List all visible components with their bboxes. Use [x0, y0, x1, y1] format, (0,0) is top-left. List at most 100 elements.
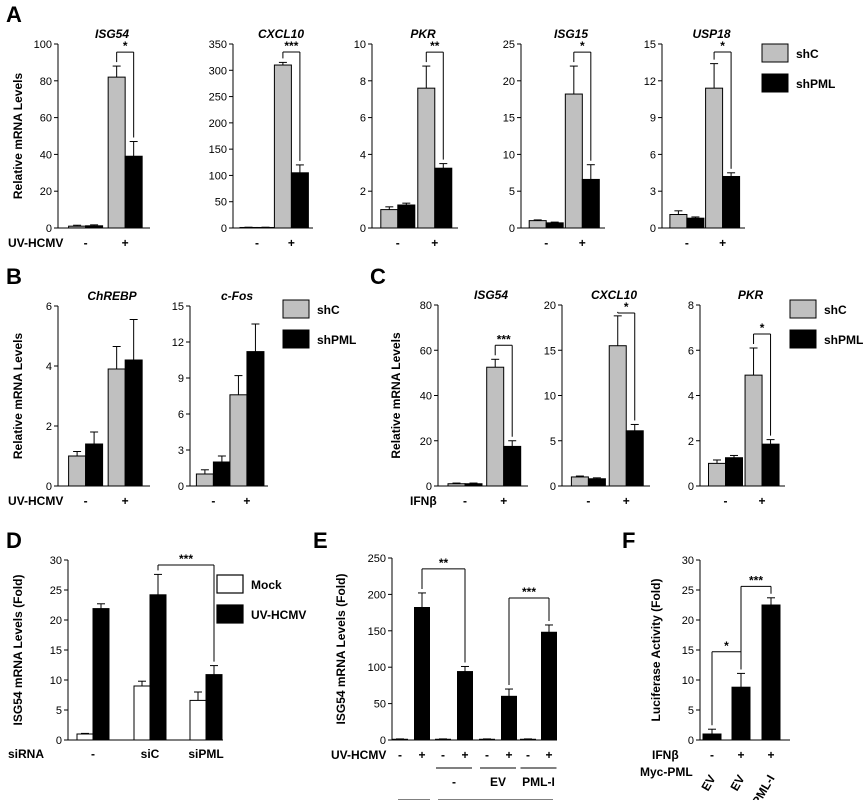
significance-label: *	[624, 300, 629, 314]
condition-sign: +	[288, 236, 295, 250]
significance-label: *	[760, 321, 765, 335]
bar-uv-1	[149, 594, 167, 741]
significance-label: ***	[284, 39, 298, 53]
y-tick-label: 25	[682, 585, 694, 597]
y-tick-label: 9	[650, 113, 656, 125]
panel-title: ISG54	[95, 27, 129, 41]
y-tick-label: 10	[50, 675, 62, 687]
condition-sign: -	[84, 236, 88, 250]
bar-shPML-plus	[722, 175, 741, 229]
y-tick-label: 5	[550, 436, 556, 448]
condition-sign: +	[623, 494, 630, 508]
y-tick-label: 60	[420, 345, 432, 357]
y-tick-label: 100	[368, 662, 386, 674]
y-axis-label: Relative mRNA Levels	[389, 332, 403, 459]
y-tick-label: 5	[688, 705, 694, 717]
y-tick-label: 6	[360, 113, 366, 125]
legend-swatch-mock	[216, 574, 244, 594]
panel-title: CXCL10	[591, 288, 637, 302]
significance-label: ***	[179, 552, 193, 566]
legend-label-shC: shC	[317, 303, 340, 317]
legend-swatch-shC	[282, 299, 310, 319]
condition-sign: +	[500, 494, 507, 508]
panel-title: ChREBP	[87, 289, 137, 303]
condition-label: UV-HCMV	[8, 494, 63, 508]
bar-1	[414, 607, 430, 741]
panel-label: C	[370, 264, 386, 289]
panel-label: B	[6, 264, 22, 289]
y-tick-label: 0	[509, 223, 515, 235]
y-tick-label: 0	[426, 481, 432, 493]
significance-label: ***	[749, 573, 763, 587]
y-tick-label: 30	[682, 555, 694, 567]
legend-label-mock: Mock	[251, 578, 282, 592]
y-axis-label: Luciferase Activity (Fold)	[649, 579, 663, 722]
bar-0	[702, 733, 722, 741]
y-tick-label: 15	[682, 645, 694, 657]
condition-sign: -	[724, 494, 728, 508]
bar-shC-plus	[608, 345, 627, 487]
group-label: -	[91, 747, 95, 761]
bar-shPML-plus	[124, 155, 143, 229]
condition-sign: -	[84, 494, 88, 508]
y-tick-label: 10	[503, 149, 515, 161]
bar-shC-plus	[705, 87, 724, 229]
sublabel: EV	[490, 775, 506, 789]
y-tick-label: 4	[46, 361, 52, 373]
y-tick-label: 6	[46, 301, 52, 313]
y-tick-label: 2	[46, 421, 52, 433]
legend-swatch-shPML	[789, 329, 817, 349]
legend-label-shPML: shPML	[317, 333, 356, 347]
y-axis-label: ISG54 mRNA Levels (Fold)	[334, 574, 348, 725]
bar-shC-minus	[528, 220, 547, 229]
y-axis-label: Relative mRNA Levels	[11, 73, 25, 200]
bar-uv-0	[92, 608, 110, 741]
y-tick-label: 3	[650, 186, 656, 198]
y-tick-label: 350	[209, 39, 227, 51]
panel-title: CXCL10	[258, 27, 304, 41]
y-tick-label: 0	[650, 223, 656, 235]
bar-shPML-minus	[545, 222, 564, 229]
condition-sign: -	[485, 748, 489, 762]
bar-shPML-plus	[625, 430, 644, 487]
bar-shPML-minus	[686, 217, 705, 229]
row-label-myc: Myc-PML	[640, 765, 693, 779]
bar-shC-plus	[229, 394, 248, 487]
y-tick-label: 0	[360, 223, 366, 235]
y-tick-label: 0	[46, 223, 52, 235]
y-tick-label: 8	[360, 76, 366, 88]
y-tick-label: 20	[420, 436, 432, 448]
significance-label: **	[439, 556, 449, 570]
condition-sign: +	[418, 748, 425, 762]
bar-shC-minus	[380, 209, 399, 229]
y-tick-label: 5	[56, 705, 62, 717]
sublabel: PML-I	[522, 775, 555, 789]
panel-label: E	[313, 528, 328, 553]
y-tick-label: 200	[368, 589, 386, 601]
y-tick-label: 4	[688, 391, 694, 403]
y-tick-label: 0	[221, 223, 227, 235]
panel-title: PKR	[410, 27, 436, 41]
bar-shC-minus	[447, 483, 466, 487]
y-tick-label: 250	[368, 553, 386, 565]
bar-shC-plus	[564, 93, 583, 229]
condition-label: siRNA	[8, 747, 44, 761]
condition-sign: -	[544, 236, 548, 250]
y-tick-label: 200	[209, 118, 227, 130]
bar-shC-minus	[68, 455, 87, 487]
bar-2	[761, 604, 781, 741]
legend-swatch-shPML	[282, 329, 310, 349]
y-tick-label: 2	[360, 186, 366, 198]
y-tick-label: 20	[682, 615, 694, 627]
panel-title: ISG15	[554, 27, 588, 41]
bar-shPML-minus	[212, 461, 231, 487]
bar-uv-2	[205, 674, 223, 741]
condition-sign: -	[255, 236, 259, 250]
condition-sign: -	[441, 748, 445, 762]
y-tick-label: 0	[688, 735, 694, 747]
bar-5	[501, 695, 517, 741]
significance-label: *	[720, 39, 725, 53]
bar-shC-plus	[744, 374, 763, 487]
y-tick-label: 6	[688, 345, 694, 357]
condition-sign: +	[122, 494, 129, 508]
